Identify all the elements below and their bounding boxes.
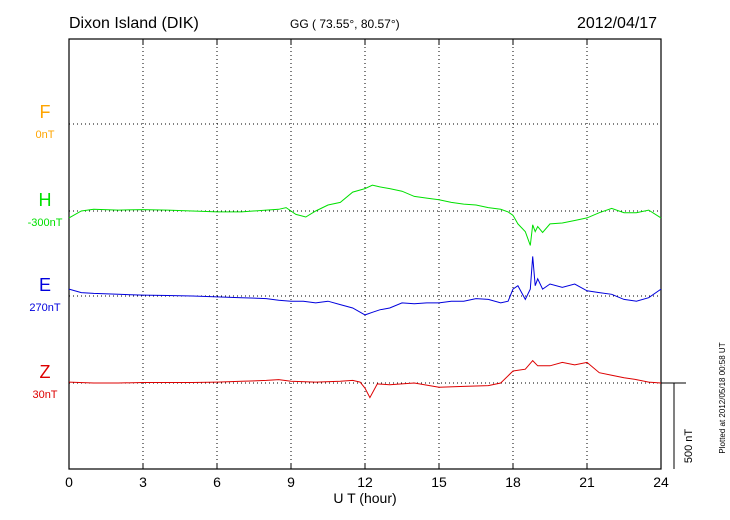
x-tick-label: 3 — [139, 474, 147, 490]
series-line-e — [68, 256, 662, 316]
component-label-h: H — [39, 190, 52, 210]
x-tick-label: 24 — [653, 474, 669, 490]
baseline-label-e: 270nT — [29, 302, 60, 314]
x-tick-label: 6 — [213, 474, 221, 490]
baseline-label-h: -300nT — [28, 217, 63, 229]
x-tick-label: 12 — [357, 474, 373, 490]
plotted-at-note: Plotted at 2012/05/18 00:58 UT — [718, 342, 727, 453]
series-line-z — [68, 359, 662, 399]
component-label-e: E — [39, 275, 51, 295]
x-tick-label: 18 — [505, 474, 521, 490]
x-axis-ticks: 0 3 6 9 12 15 18 21 24 — [65, 39, 669, 490]
baseline-label-f: 0nT — [36, 129, 55, 141]
baseline-label-z: 30nT — [32, 389, 57, 401]
component-label-z: Z — [40, 362, 51, 382]
series-layer — [68, 184, 662, 399]
grid-lines — [69, 39, 661, 469]
chart-date: 2012/04/17 — [577, 15, 657, 32]
x-tick-label: 15 — [431, 474, 447, 490]
series-line-h — [68, 184, 662, 246]
x-tick-label: 0 — [65, 474, 73, 490]
station-title: Dixon Island (DIK) — [69, 15, 199, 32]
scale-bar-label: 500 nT — [683, 429, 695, 464]
component-label-f: F — [40, 102, 51, 122]
x-axis-label: U T (hour) — [333, 490, 396, 506]
station-coordinates: GG ( 73.55°, 80.57°) — [290, 17, 400, 31]
component-labels: F 0nT H -300nT E 270nT Z 30nT — [28, 102, 63, 401]
scale-bar: 500 nT — [661, 382, 695, 469]
x-tick-label: 9 — [287, 474, 295, 490]
x-tick-label: 21 — [579, 474, 595, 490]
